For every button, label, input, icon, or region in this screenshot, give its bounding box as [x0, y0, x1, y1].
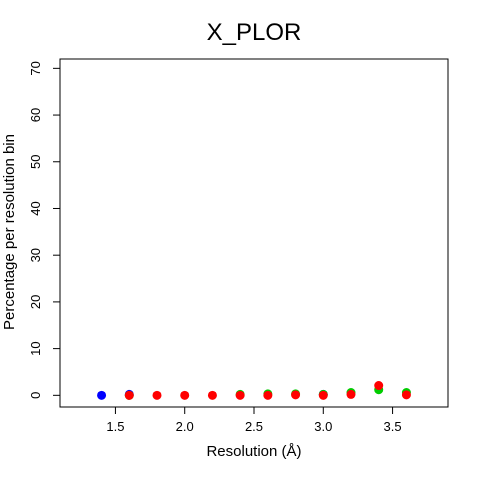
y-axis-label: Percentage per resolution bin — [1, 134, 18, 330]
y-tick-label: 30 — [28, 248, 43, 262]
data-point-series-3 — [180, 391, 189, 400]
y-ticks: 0 10 20 30 40 50 60 70 — [28, 61, 60, 399]
y-tick-label: 10 — [28, 341, 43, 355]
data-point-series-3 — [208, 391, 217, 400]
x-tick-label: 3.0 — [314, 419, 332, 434]
y-tick-label: 0 — [28, 392, 43, 399]
y-tick-label: 40 — [28, 201, 43, 215]
x-tick-label: 2.5 — [245, 419, 263, 434]
x-axis-label: Resolution (Å) — [206, 443, 301, 460]
data-point-series-1 — [97, 391, 106, 400]
x-tick-label: 2.0 — [176, 419, 194, 434]
plot-area — [60, 59, 448, 407]
data-point-series-3 — [402, 390, 411, 399]
data-point-series-3 — [236, 391, 245, 400]
y-tick-label: 50 — [28, 155, 43, 169]
y-tick-label: 70 — [28, 61, 43, 75]
data-point-series-3 — [291, 390, 300, 399]
x-tick-label: 1.5 — [106, 419, 124, 434]
data-point-series-3 — [153, 391, 162, 400]
data-points — [97, 381, 411, 400]
y-tick-label: 60 — [28, 108, 43, 122]
data-point-series-3 — [347, 390, 356, 399]
chart-title: X_PLOR — [207, 19, 302, 46]
data-point-series-3 — [319, 391, 328, 400]
y-tick-label: 20 — [28, 295, 43, 309]
data-point-series-3 — [374, 381, 383, 390]
data-point-series-3 — [125, 391, 134, 400]
x-ticks: 1.5 2.0 2.5 3.0 3.5 — [106, 407, 401, 434]
x-tick-label: 3.5 — [384, 419, 402, 434]
data-point-series-3 — [263, 391, 272, 400]
